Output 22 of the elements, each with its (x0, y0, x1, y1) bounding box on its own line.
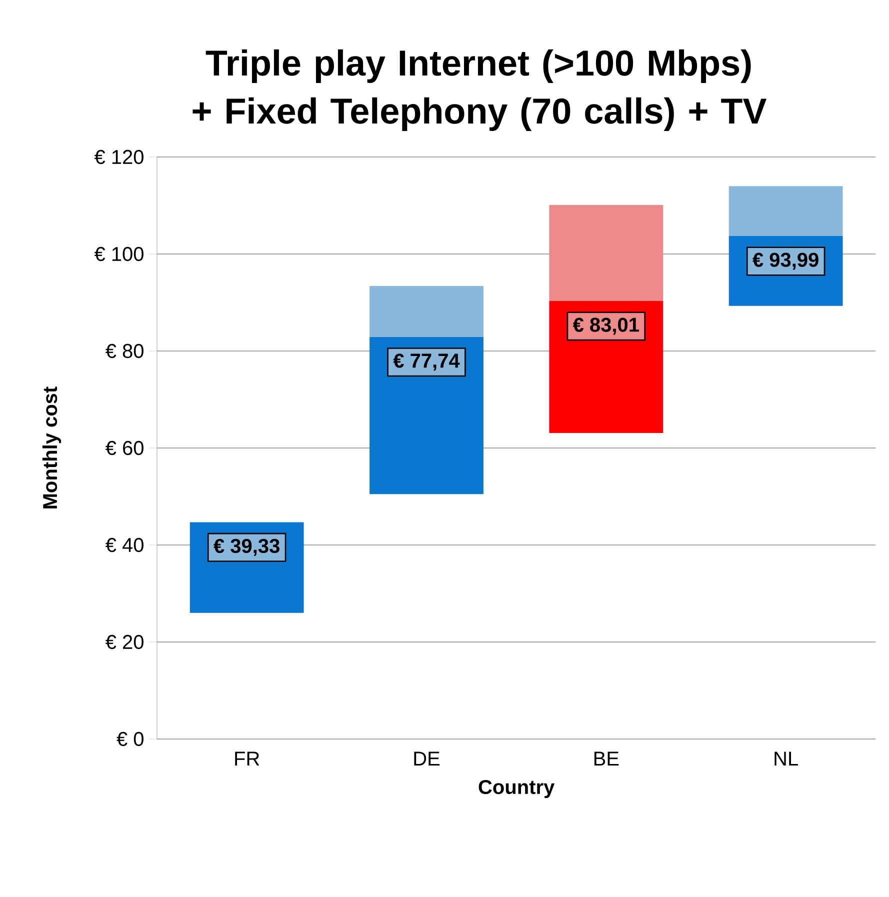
annotation: € 39,33 (214, 538, 280, 556)
bar (370, 286, 484, 337)
bar (549, 205, 664, 302)
y-tick-label: € 40 (106, 538, 144, 552)
x-axis-title: Country (478, 780, 555, 798)
x-tick-label: NL (774, 752, 798, 766)
annotation: € 93,99 (752, 252, 818, 270)
y-tick-label: € 100 (94, 246, 144, 262)
x-tick-label: DE (414, 752, 440, 766)
y-tick-label: € 120 (94, 150, 144, 164)
annotation: € 77,74 (393, 354, 460, 371)
y-tick-label: € 0 (116, 732, 144, 746)
y-tick-label: € 80 (106, 344, 144, 358)
y-axis-title: Monthly cost (42, 386, 62, 508)
bar (728, 186, 843, 236)
annotation: € 83,01 (572, 318, 639, 335)
x-tick-label: FR (235, 752, 260, 766)
x-tick-label: BE (594, 752, 619, 766)
y-tick-label: € 60 (106, 440, 144, 456)
chart-title: Triple play Internet (>100 Mbps) + Fixed Telephony (70 calls) + TV (192, 49, 766, 131)
bar (370, 336, 484, 494)
y-tick-label: € 20 (106, 634, 144, 650)
